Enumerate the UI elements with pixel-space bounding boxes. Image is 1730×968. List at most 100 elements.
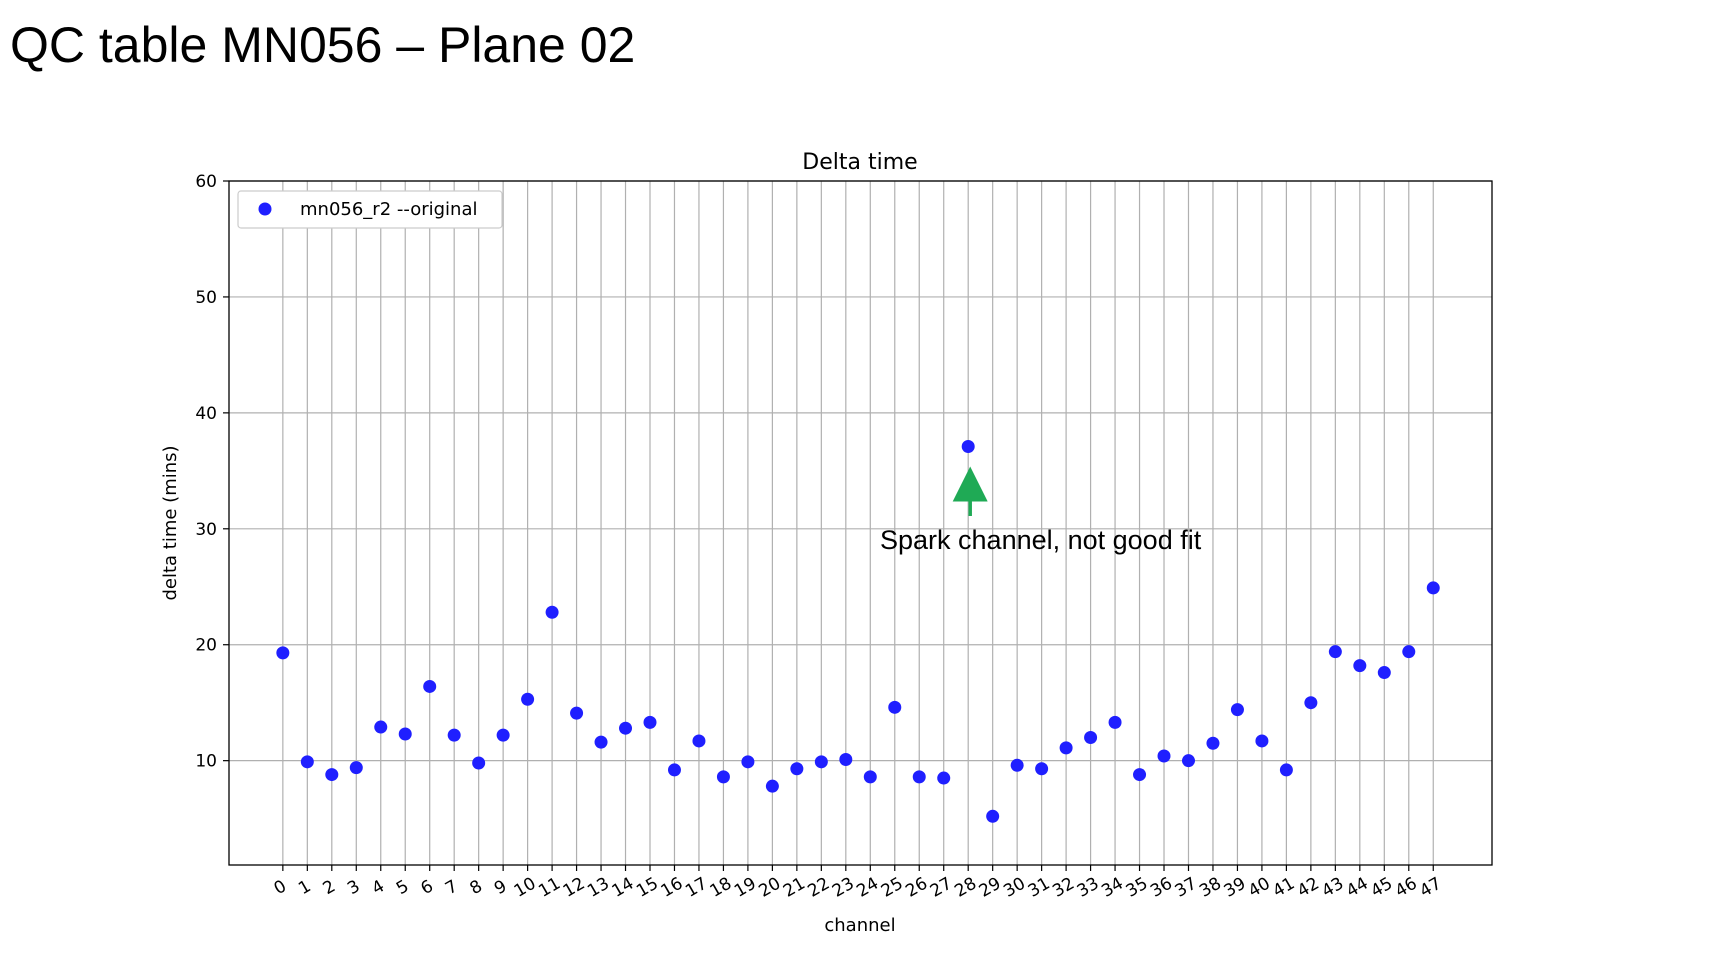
data-point [1353,659,1367,673]
data-point [741,755,755,769]
data-point [398,727,412,741]
x-tick-label: 47 [1416,874,1445,902]
data-point [1084,730,1098,744]
x-tick-label: 43 [1318,874,1347,902]
data-point [692,734,706,748]
annotation: Spark channel, not good fit [880,466,1202,555]
data-point [1108,715,1122,729]
data-point [839,753,853,767]
data-point [790,762,804,776]
data-point [619,721,633,735]
data-point [447,728,461,742]
x-tick-label: 34 [1098,874,1127,902]
x-tick-label: 6 [418,876,437,899]
data-point [986,809,1000,823]
x-tick-label: 24 [853,874,882,902]
x-tick-label: 10 [511,874,540,902]
data-point [521,692,535,706]
annotation-text: Spark channel, not good fit [880,525,1202,555]
y-tick-label: 40 [195,404,217,424]
x-tick-label: 20 [756,874,785,902]
data-point [765,779,779,793]
x-axis-ticks: 0 1 2 3 4 5 6 7 8 9 101112131415161718192021222324… [271,865,1445,902]
x-tick-label: 5 [393,876,412,899]
x-tick-label: 32 [1049,874,1078,902]
x-tick-label: 27 [927,874,956,902]
data-point [888,700,902,714]
y-tick-label: 50 [195,288,217,308]
x-tick-label: 3 [344,876,363,899]
data-point [643,715,657,729]
data-point [1230,703,1244,717]
x-tick-label: 39 [1221,874,1250,902]
x-tick-label: 22 [804,874,833,902]
x-tick-label: 29 [976,874,1005,902]
x-tick-label: 12 [560,874,589,902]
x-tick-label: 42 [1294,874,1323,902]
x-tick-label: 36 [1147,874,1176,902]
data-point [570,706,584,720]
x-tick-label: 19 [731,874,760,902]
y-axis-ticks: 10 20 30 40 50 60 [195,172,229,772]
x-tick-label: 45 [1367,874,1396,902]
legend-box [237,190,503,229]
x-tick-label: 38 [1196,874,1225,902]
y-tick-label: 10 [195,752,217,772]
legend: mn056_r2 --original [237,190,503,229]
x-tick-label: 41 [1270,874,1299,902]
x-tick-label: 16 [658,874,687,902]
data-point [1426,581,1440,595]
plot-area-frame [228,180,1493,866]
data-point [1328,645,1342,659]
y-tick-label: 60 [195,172,217,192]
x-tick-label: 18 [707,874,736,902]
x-tick-label: 46 [1392,874,1421,902]
data-point [1181,754,1195,768]
data-point [472,756,486,770]
data-point [349,761,363,775]
x-tick-label: 26 [902,874,931,902]
data-point [1157,749,1171,763]
data-point [594,735,608,749]
data-point [423,679,437,693]
data-point [1304,696,1318,710]
x-tick-label: 4 [369,876,388,899]
x-tick-label: 33 [1074,874,1103,902]
x-tick-label: 23 [829,874,858,902]
grid-lines [229,180,1492,865]
chart-title: Delta time [802,150,917,175]
x-tick-label: 28 [951,874,980,902]
data-point [1279,763,1293,777]
x-tick-label: 17 [682,874,711,902]
data-point [1059,741,1073,755]
legend-label: mn056_r2 --original [300,199,477,220]
data-point [667,763,681,777]
data-point [276,646,290,660]
data-points [276,439,1440,823]
data-point [814,755,828,769]
x-tick-label: 37 [1172,874,1201,902]
x-tick-label: 9 [491,876,510,899]
data-point [1133,768,1147,782]
y-tick-label: 30 [195,520,217,540]
x-tick-label: 15 [633,874,662,902]
data-point [300,755,314,769]
slide-title: QC table MN056 – Plane 02 [10,17,636,73]
x-tick-label: 35 [1123,874,1152,902]
data-point [1377,666,1391,680]
data-point [325,768,339,782]
x-tick-label: 31 [1025,874,1054,902]
x-axis-label: channel [824,915,895,936]
x-tick-label: 14 [609,874,638,902]
x-tick-label: 25 [878,874,907,902]
legend-marker [258,202,272,216]
x-tick-label: 44 [1343,874,1372,902]
x-tick-label: 0 [271,876,290,899]
data-point [863,770,877,784]
data-point [1010,758,1024,772]
data-point [937,771,951,785]
x-tick-label: 40 [1245,874,1274,902]
data-point [545,605,559,619]
data-point [496,728,510,742]
